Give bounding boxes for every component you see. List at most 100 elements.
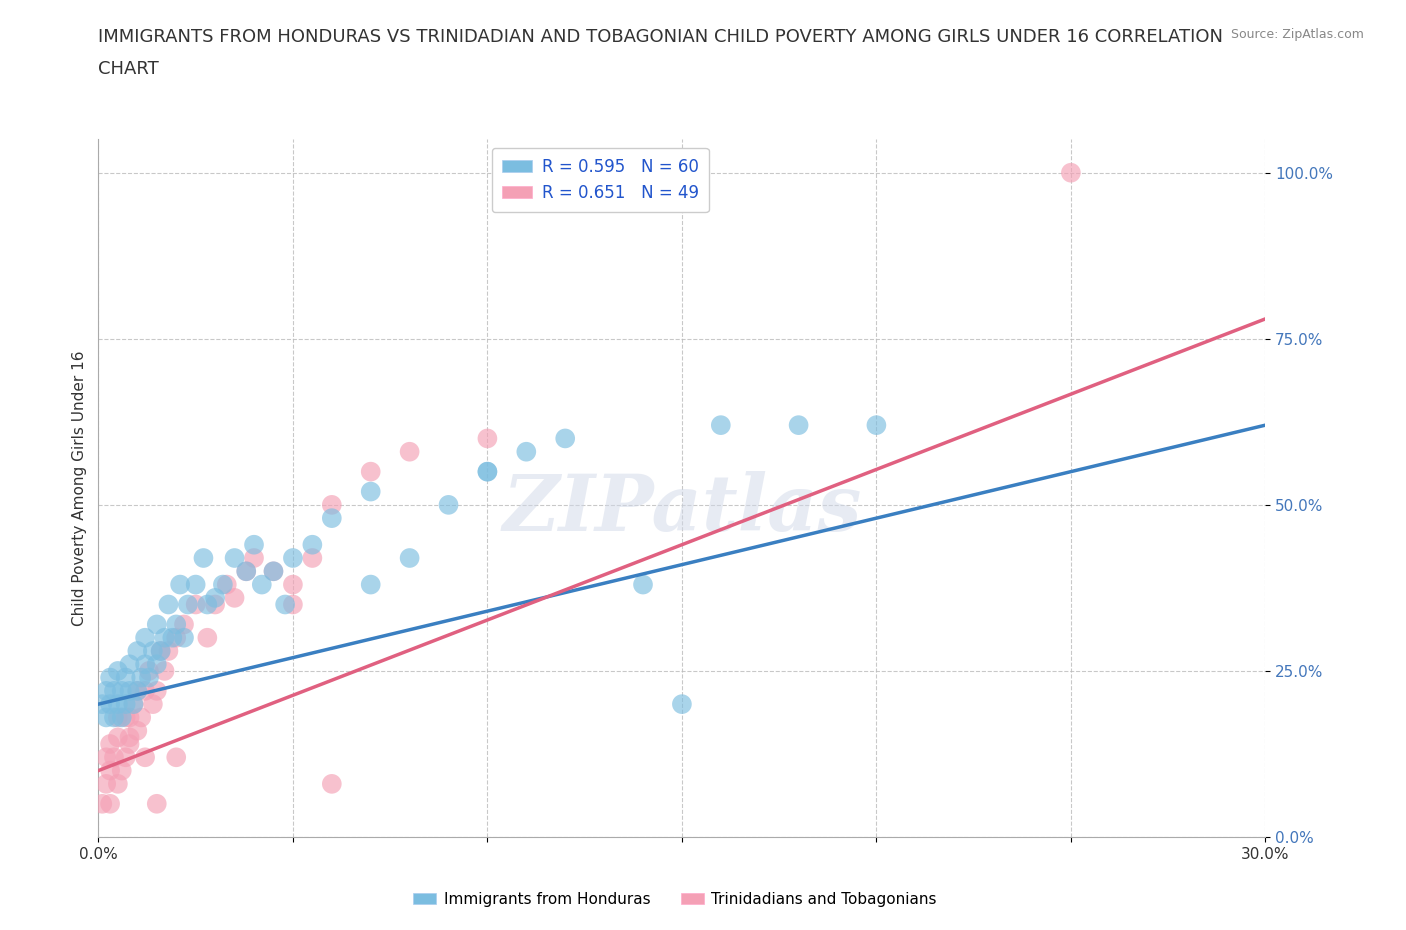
Point <box>153 663 176 678</box>
Point <box>98 764 121 778</box>
Point <box>631 578 654 592</box>
Point <box>146 684 169 698</box>
Point <box>398 445 420 459</box>
Point <box>142 697 165 711</box>
Point <box>153 631 176 645</box>
Point <box>710 418 733 432</box>
Point <box>118 710 141 724</box>
Point <box>321 498 343 512</box>
Point <box>149 644 172 658</box>
Point <box>243 538 266 552</box>
Point <box>118 730 141 745</box>
Point <box>149 644 172 658</box>
Point <box>250 578 273 592</box>
Point <box>111 764 134 778</box>
Point <box>142 644 165 658</box>
Text: IMMIGRANTS FROM HONDURAS VS TRINIDADIAN AND TOBAGONIAN CHILD POVERTY AMONG GIRLS: IMMIGRANTS FROM HONDURAS VS TRINIDADIAN … <box>98 28 1223 46</box>
Point <box>91 697 114 711</box>
Point <box>165 617 187 631</box>
Point <box>122 697 145 711</box>
Point <box>165 750 187 764</box>
Point <box>98 697 121 711</box>
Point <box>212 578 235 592</box>
Text: Source: ZipAtlas.com: Source: ZipAtlas.com <box>1230 28 1364 41</box>
Point <box>127 684 149 698</box>
Point <box>281 597 304 612</box>
Point <box>193 551 215 565</box>
Point <box>107 663 129 678</box>
Point <box>281 551 304 565</box>
Point <box>114 697 136 711</box>
Point <box>103 710 125 724</box>
Point <box>103 684 125 698</box>
Point <box>146 657 169 671</box>
Point <box>195 597 218 612</box>
Point <box>127 644 149 658</box>
Legend: R = 0.595   N = 60, R = 0.651   N = 49: R = 0.595 N = 60, R = 0.651 N = 49 <box>492 148 709 212</box>
Point <box>204 591 226 605</box>
Point <box>360 578 382 592</box>
Point <box>184 578 207 592</box>
Point <box>107 710 129 724</box>
Point <box>134 657 156 671</box>
Point <box>281 578 304 592</box>
Point <box>127 684 149 698</box>
Point <box>301 551 323 565</box>
Point <box>127 724 149 738</box>
Point <box>398 551 420 565</box>
Point <box>96 777 118 791</box>
Point <box>162 631 184 645</box>
Point <box>98 737 121 751</box>
Point <box>134 684 156 698</box>
Point <box>134 631 156 645</box>
Point <box>274 597 297 612</box>
Legend: Immigrants from Honduras, Trinidadians and Tobagonians: Immigrants from Honduras, Trinidadians a… <box>406 886 943 913</box>
Point <box>111 710 134 724</box>
Point <box>215 578 238 592</box>
Point <box>787 418 810 432</box>
Point <box>184 597 207 612</box>
Point <box>96 684 118 698</box>
Text: ZIPatlas: ZIPatlas <box>502 471 862 548</box>
Point <box>301 538 323 552</box>
Point <box>107 777 129 791</box>
Point <box>1060 166 1083 180</box>
Point <box>554 431 576 445</box>
Point <box>477 431 499 445</box>
Point <box>103 750 125 764</box>
Point <box>177 597 200 612</box>
Point <box>129 710 152 724</box>
Point <box>96 710 118 724</box>
Point <box>224 551 246 565</box>
Point <box>321 777 343 791</box>
Point <box>96 750 118 764</box>
Point <box>146 617 169 631</box>
Point <box>173 617 195 631</box>
Point <box>477 464 499 479</box>
Point <box>243 551 266 565</box>
Point <box>165 631 187 645</box>
Point <box>204 597 226 612</box>
Point <box>129 671 152 685</box>
Point <box>107 730 129 745</box>
Point <box>114 750 136 764</box>
Point <box>98 671 121 685</box>
Point <box>262 564 284 578</box>
Point <box>114 671 136 685</box>
Point <box>360 464 382 479</box>
Point <box>235 564 257 578</box>
Point <box>865 418 887 432</box>
Point <box>437 498 460 512</box>
Point <box>114 710 136 724</box>
Point <box>515 445 537 459</box>
Point <box>224 591 246 605</box>
Point <box>173 631 195 645</box>
Point <box>134 750 156 764</box>
Point <box>138 671 160 685</box>
Point <box>157 597 180 612</box>
Point <box>262 564 284 578</box>
Point <box>321 511 343 525</box>
Point <box>146 796 169 811</box>
Point <box>98 796 121 811</box>
Point <box>477 464 499 479</box>
